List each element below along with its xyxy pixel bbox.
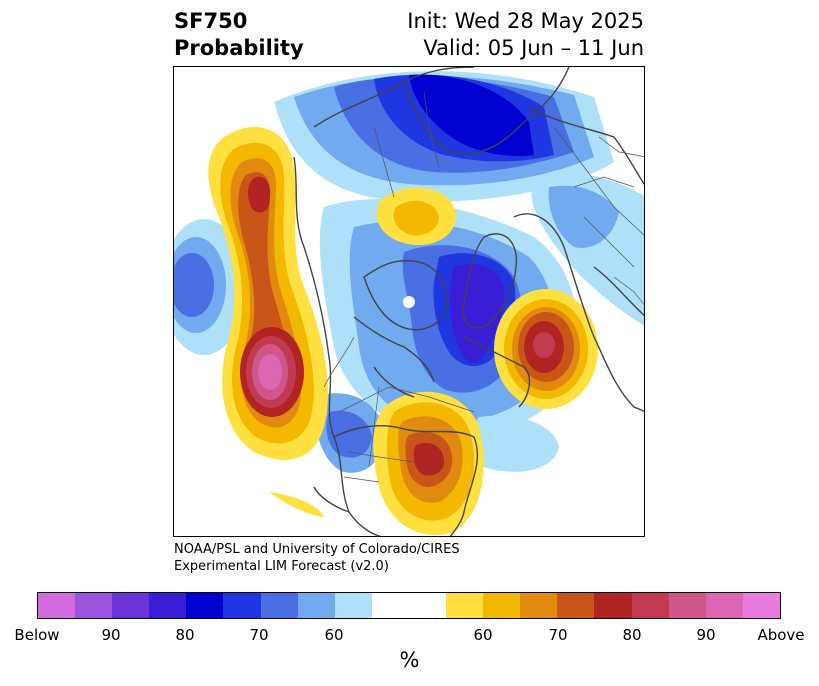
- colorbar-segment: [149, 593, 187, 618]
- colorbar-unit-label: %: [399, 648, 420, 672]
- coastlines: [293, 67, 644, 536]
- colorbar-segment: [334, 593, 372, 618]
- colorbar-segment: [705, 593, 743, 618]
- forecast-map: [173, 66, 645, 537]
- political-borders: [323, 91, 644, 483]
- colorbar-tick-label: 80: [175, 626, 195, 644]
- colorbar-segment: [112, 593, 150, 618]
- colorbar-segment: [75, 593, 113, 618]
- colorbar-ticks: Below 90 80 70 60 60 70 80 90 Above: [0, 626, 819, 646]
- north-pole-marker: [403, 296, 415, 308]
- canada-above-anomaly: [376, 187, 456, 245]
- colorbar-segment: [557, 593, 595, 618]
- pacific-small-above-anomaly: [269, 492, 324, 517]
- product-name: Probability: [174, 36, 304, 60]
- colorbar-segment: [631, 593, 669, 618]
- colorbar-tick-label: 60: [473, 626, 493, 644]
- colorbar-tick-label: 70: [548, 626, 568, 644]
- pacific-below-anomaly: [174, 219, 246, 355]
- colorbar-segment: [371, 593, 447, 618]
- map-title: SF750 Probability: [174, 8, 304, 62]
- data-credit: NOAA/PSL and University of Colorado/CIRE…: [174, 541, 460, 575]
- valid-date: Valid: 05 Jun – 11 Jun: [423, 36, 644, 60]
- colorbar-tick-label: 90: [101, 626, 121, 644]
- europe-above-anomaly: [494, 289, 598, 409]
- colorbar-segment: [446, 593, 484, 618]
- colorbar-segment: [297, 593, 335, 618]
- colorbar-segment: [594, 593, 632, 618]
- init-date: Init: Wed 28 May 2025: [407, 9, 644, 33]
- credit-line-2: Experimental LIM Forecast (v2.0): [174, 559, 389, 574]
- colorbar-segment: [38, 593, 76, 618]
- colorbar-tick-label: 90: [696, 626, 716, 644]
- colorbar: [37, 592, 781, 619]
- colorbar-tick-label: 80: [622, 626, 642, 644]
- colorbar-tick-label: Below: [14, 626, 60, 644]
- colorbar-segment: [223, 593, 261, 618]
- us-above-anomaly: [373, 391, 484, 535]
- colorbar-segment: [260, 593, 298, 618]
- colorbar-tick-label: Above: [757, 626, 805, 644]
- colorbar-segment: [186, 593, 224, 618]
- credit-line-1: NOAA/PSL and University of Colorado/CIRE…: [174, 542, 460, 557]
- colorbar-segment: [742, 593, 780, 618]
- probability-field: [174, 67, 644, 536]
- colorbar-segment: [483, 593, 521, 618]
- forecast-dates: Init: Wed 28 May 2025 Valid: 05 Jun – 11…: [407, 8, 644, 62]
- variable-name: SF750: [174, 9, 248, 33]
- southwest-below-anomaly: [313, 393, 559, 473]
- greenland-below-anomaly: [319, 198, 578, 438]
- colorbar-segment: [668, 593, 706, 618]
- colorbar-tick-label: 70: [249, 626, 269, 644]
- colorbar-tick-label: 60: [324, 626, 344, 644]
- colorbar-segment: [520, 593, 558, 618]
- pacific-above-anomaly: [208, 127, 328, 460]
